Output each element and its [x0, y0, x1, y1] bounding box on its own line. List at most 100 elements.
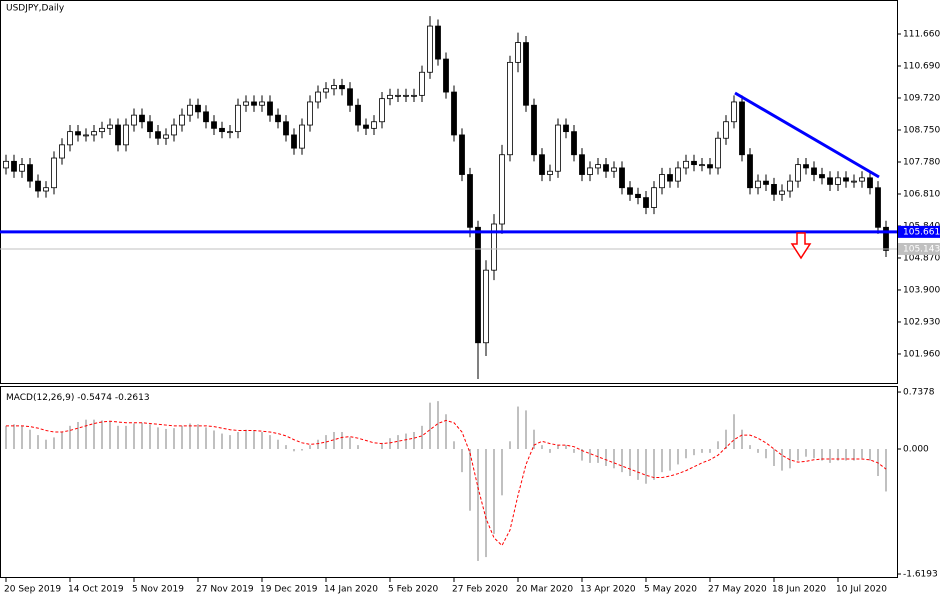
candle-body [819, 174, 825, 179]
candle-body [723, 121, 729, 139]
candle-body [387, 94, 393, 100]
candle-body [699, 164, 705, 167]
candle-body [291, 134, 297, 149]
macd-signal-line [6, 419, 887, 547]
candle-body [51, 157, 57, 189]
candle-body [523, 42, 529, 106]
candle-body [395, 94, 401, 97]
candle-body [843, 177, 849, 182]
candle-body [747, 154, 753, 189]
candle-body [467, 174, 473, 228]
candle-body [331, 85, 337, 90]
candle-body [547, 170, 553, 175]
candle-body [379, 98, 385, 123]
chart-title: USDJPY,Daily [6, 4, 65, 14]
y-tick-label: 104.870 [903, 253, 940, 263]
x-tick-label: 14 Jan 2020 [324, 585, 378, 595]
candle-body [75, 131, 81, 136]
candle-body [347, 88, 353, 106]
candle-body [403, 94, 409, 97]
candle-body [427, 25, 433, 73]
candle-body [147, 121, 153, 133]
candle-body [171, 124, 177, 136]
candle-body [787, 180, 793, 192]
candle-body [227, 131, 233, 134]
x-tick-label: 27 May 2020 [708, 585, 767, 595]
candle-body [835, 177, 841, 185]
candle-body [435, 25, 441, 60]
candle-body [851, 180, 857, 183]
y-tick-label: -1.6193 [903, 570, 938, 580]
candle-body [707, 164, 713, 169]
candle-body [667, 174, 673, 182]
price-panel [0, 0, 898, 384]
x-tick-label: 10 Jul 2020 [836, 585, 887, 595]
candle-body [571, 131, 577, 156]
candle-body [3, 160, 9, 169]
candle-body [323, 88, 329, 93]
candle-body [19, 164, 25, 172]
candle-body [115, 124, 121, 146]
down-arrow [790, 232, 812, 260]
macd-panel [0, 386, 898, 578]
macd-title: MACD(12,26,9) -0.5474 -0.2613 [6, 393, 150, 403]
x-tick-label: 27 Feb 2020 [452, 585, 508, 595]
y-tick-label: 110.690 [903, 61, 940, 71]
candle-body [251, 101, 257, 106]
candle-body [587, 167, 593, 175]
macd-main-value: -0.5474 [77, 393, 112, 403]
candle-body [59, 144, 65, 159]
candle-body [275, 114, 281, 123]
candle-body [603, 164, 609, 172]
candle-body [107, 124, 113, 129]
candle-body [267, 101, 273, 116]
candle-body [627, 187, 633, 195]
candle-body [363, 124, 369, 129]
candle-body [507, 61, 513, 156]
candle-body [27, 164, 33, 182]
candle-body [795, 164, 801, 182]
candle-body [499, 154, 505, 225]
candle-body [235, 104, 241, 133]
candle-body [643, 197, 649, 208]
y-tick-label: 101.960 [903, 349, 940, 359]
candle-body [163, 134, 169, 139]
candle-body [579, 154, 585, 175]
x-tick-label: 19 Dec 2019 [260, 585, 318, 595]
candle-body [635, 193, 641, 199]
y-tick-label: 0.000 [903, 444, 929, 454]
candle-body [307, 101, 313, 126]
candle-body [715, 137, 721, 169]
candle-body [411, 94, 417, 97]
candle-body [419, 71, 425, 96]
y-tick-label: 0.7378 [903, 388, 935, 398]
candle-body [763, 180, 769, 185]
candle-body [299, 124, 305, 149]
candle-body [595, 164, 601, 169]
candle-body [731, 101, 737, 123]
x-tick-label: 5 May 2020 [644, 585, 697, 595]
y-tick-label: 109.720 [903, 93, 940, 103]
candle-body [187, 104, 193, 116]
x-tick-label: 13 Apr 2020 [580, 585, 636, 595]
candle-body [243, 101, 249, 106]
candle-body [35, 180, 41, 192]
candle-body [619, 167, 625, 189]
candle-body [219, 127, 225, 133]
candle-body [43, 187, 49, 192]
candle-body [155, 131, 161, 139]
candle-body [691, 160, 697, 166]
candle-body [179, 114, 185, 126]
candle-body [779, 190, 785, 195]
candle-body [539, 154, 545, 175]
x-tick-label: 20 Sep 2019 [4, 585, 61, 595]
candle-body [531, 104, 537, 156]
candle-body [483, 269, 489, 344]
candle-body [883, 226, 889, 251]
candle-body [659, 174, 665, 189]
candle-body [131, 114, 137, 126]
candle-body [139, 114, 145, 123]
candle-body [11, 160, 17, 172]
